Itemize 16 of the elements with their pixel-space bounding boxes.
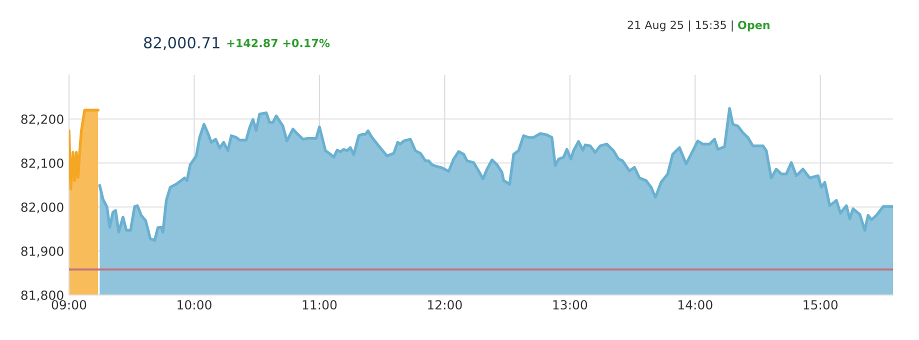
chart-title: 82,000.71 — [144, 36, 220, 50]
x-tick-label: 10:00 — [178, 300, 212, 310]
x-tick-label: 12:00 — [428, 300, 462, 310]
y-tick-label: 82,100 — [21, 158, 64, 170]
text: Open — [738, 20, 770, 32]
x-tick-label: 09:00 — [52, 300, 86, 310]
text: 21 Aug 25 | 15:35 | — [628, 20, 733, 32]
x-tick-label: 15:00 — [804, 300, 838, 310]
x-tick-label: 13:00 — [553, 300, 588, 310]
y-tick-label: 82,000 — [21, 202, 64, 214]
x-tick-label: 14:00 — [678, 300, 712, 310]
y-tick-label: 81,900 — [21, 246, 64, 258]
y-tick-label: 81,800 — [21, 290, 64, 302]
y-tick-label: 82,200 — [21, 114, 64, 126]
chart-subtitle: +142.87 +0.17% — [227, 38, 330, 48]
x-tick-label: 11:00 — [302, 300, 337, 310]
